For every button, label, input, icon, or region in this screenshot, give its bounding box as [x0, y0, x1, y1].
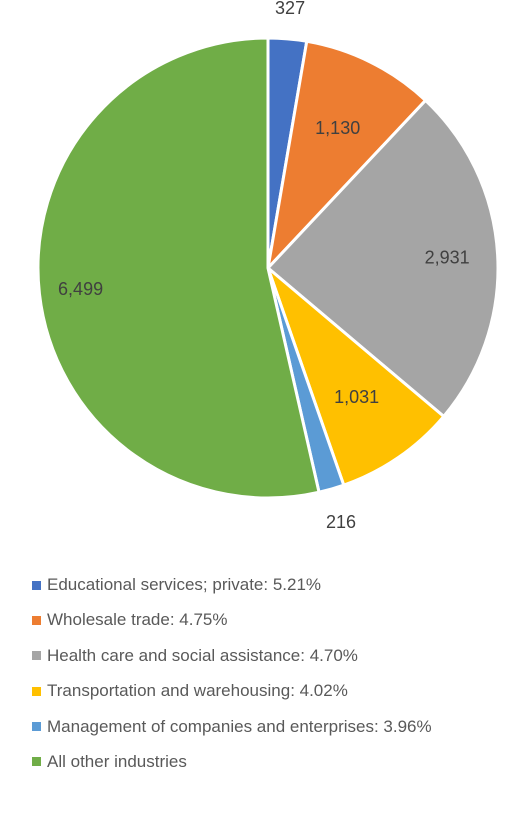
legend-swatch: [32, 615, 41, 625]
legend-swatch: [32, 757, 41, 767]
legend-label: Educational services; private: 5.21%: [47, 575, 322, 594]
legend-label: All other industries: [47, 751, 187, 771]
legend-label: Health care and social assistance: 4.70%: [47, 645, 358, 665]
legend-item-6: All other industries: [32, 752, 528, 772]
data-label-5: 216: [326, 512, 356, 532]
legend-item-3: Health care and social assistance: 4.70%: [32, 646, 528, 666]
legend-label: Transportation and warehousing: 4.02%: [47, 681, 348, 701]
pie-data-labels: 327 1,130 2,931 1,031 216 6,499: [58, 0, 470, 532]
pie-slice-3: [266, 98, 500, 418]
legend-item-4: Transportation and warehousing: 4.02%: [32, 681, 528, 701]
data-label-6: 6,499: [58, 279, 103, 299]
data-label-1: 327: [275, 0, 305, 18]
legend-label: Wholesale trade: 4.75%: [47, 610, 228, 630]
legend: Educational services; private: 5.21% Whol…: [32, 575, 528, 787]
legend-label: Management of companies and enterprises:…: [47, 716, 432, 736]
data-label-3: 2,931: [425, 248, 470, 268]
pie-plot-area: 327 1,130 2,931 1,031 216 6,499: [36, 0, 500, 532]
legend-swatch: [32, 651, 41, 661]
pie-slices: [36, 36, 500, 500]
pie-slice-2: [266, 39, 428, 270]
pie-slice-4: [266, 266, 446, 487]
legend-swatch: [32, 686, 41, 696]
legend-swatch: [32, 722, 41, 732]
legend-item-2: Wholesale trade: 4.75%: [32, 610, 528, 630]
legend-item-5: Management of companies and enterprises:…: [32, 717, 528, 737]
legend-swatch: [32, 580, 41, 590]
legend-item-1: Educational services; private: 5.21%: [32, 575, 528, 595]
data-label-2: 1,130: [315, 118, 360, 138]
data-label-4: 1,031: [334, 387, 379, 407]
pie-slice-6: [36, 36, 321, 500]
